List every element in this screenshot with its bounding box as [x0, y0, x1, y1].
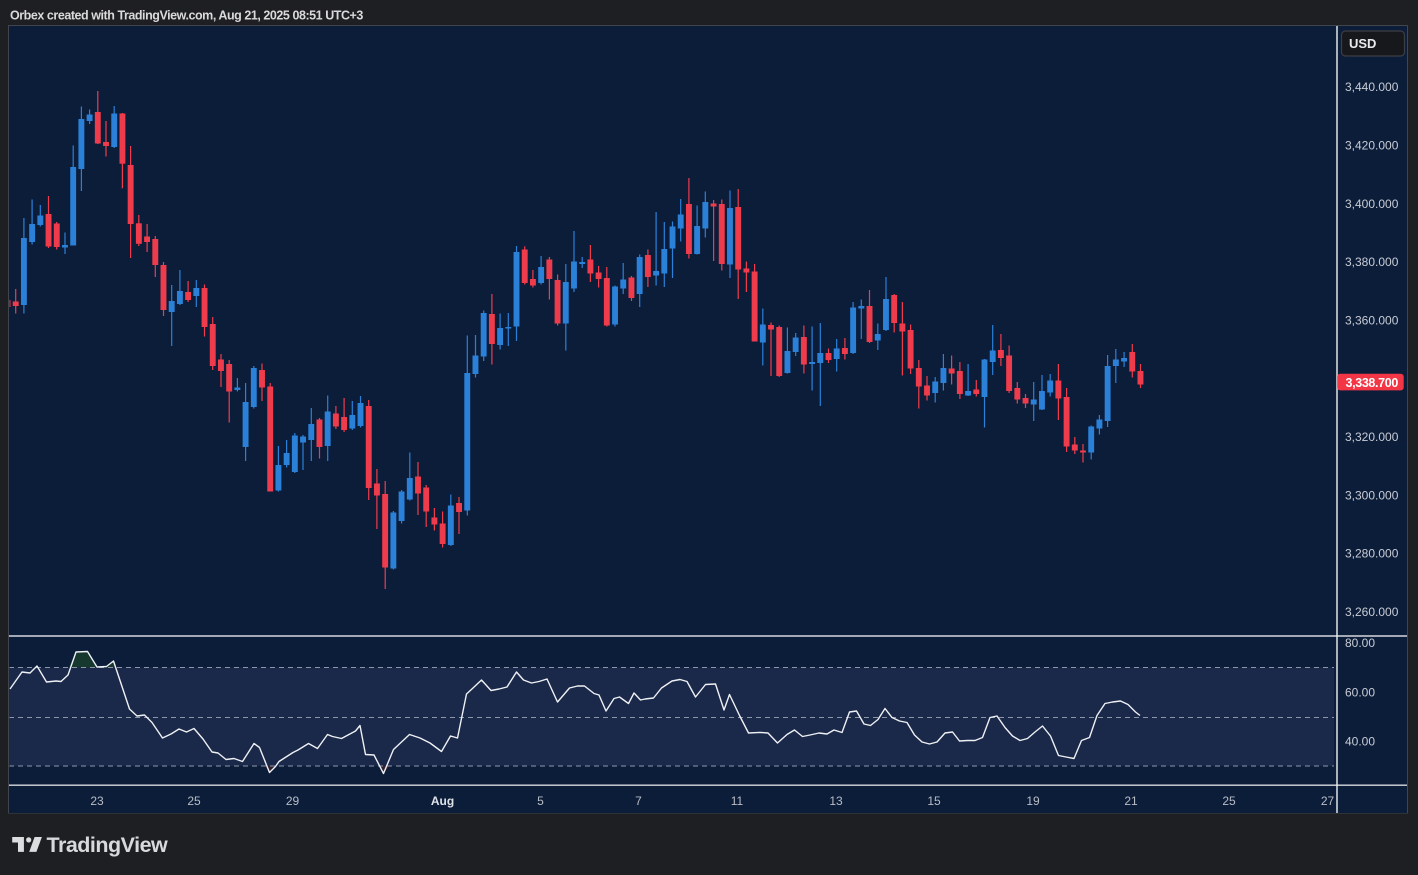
svg-text:TradingView: TradingView [47, 833, 169, 857]
svg-text:3,280.000: 3,280.000 [1345, 547, 1399, 561]
svg-text:60.00: 60.00 [1345, 686, 1375, 700]
svg-text:29: 29 [286, 794, 300, 808]
svg-text:25: 25 [187, 794, 201, 808]
svg-text:80.00: 80.00 [1345, 636, 1375, 650]
svg-text:5: 5 [537, 794, 544, 808]
svg-text:3,420.000: 3,420.000 [1345, 139, 1399, 153]
svg-text:3,260.000: 3,260.000 [1345, 605, 1399, 619]
svg-text:19: 19 [1026, 794, 1040, 808]
svg-text:USD: USD [1349, 36, 1376, 51]
svg-text:40.00: 40.00 [1345, 735, 1375, 749]
svg-text:3,440.000: 3,440.000 [1345, 80, 1399, 94]
svg-text:11: 11 [731, 794, 744, 808]
svg-text:Orbex created with TradingView: Orbex created with TradingView.com, Aug … [10, 9, 363, 23]
svg-text:27: 27 [1321, 794, 1335, 808]
svg-text:13: 13 [829, 794, 843, 808]
svg-text:3,380.000: 3,380.000 [1345, 255, 1399, 269]
svg-text:3,300.000: 3,300.000 [1345, 488, 1399, 502]
svg-text:3,320.000: 3,320.000 [1345, 430, 1399, 444]
svg-text:Aug: Aug [431, 794, 454, 808]
svg-text:7: 7 [635, 794, 642, 808]
svg-text:21: 21 [1124, 794, 1138, 808]
svg-text:25: 25 [1222, 794, 1236, 808]
svg-text:15: 15 [927, 794, 941, 808]
svg-text:3,360.000: 3,360.000 [1345, 313, 1399, 327]
svg-text:23: 23 [90, 794, 104, 808]
svg-text:3,338.700: 3,338.700 [1346, 376, 1399, 390]
svg-text:3,400.000: 3,400.000 [1345, 197, 1399, 211]
